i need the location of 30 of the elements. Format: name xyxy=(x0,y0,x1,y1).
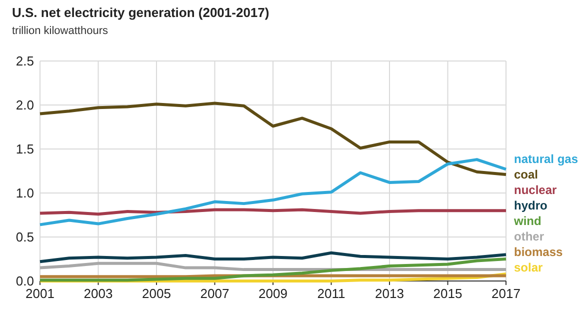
series-label: natural gas xyxy=(514,152,578,166)
x-tick-label: 2015 xyxy=(433,286,462,301)
y-tick-label: 2.0 xyxy=(16,98,34,113)
y-tick-label: 0.5 xyxy=(16,230,34,245)
y-tick-label: 2.5 xyxy=(16,54,34,69)
y-axis-title: trillion kilowatthours xyxy=(12,25,108,37)
text: hydro xyxy=(514,198,548,212)
line-series xyxy=(38,258,508,282)
series-label: nuclear xyxy=(514,183,558,197)
series-label: coal xyxy=(514,168,538,182)
chart-title: U.S. net electricity generation (2001-2017) xyxy=(12,5,270,20)
series-label: biomass xyxy=(514,245,564,259)
y-tick-label: 1.0 xyxy=(16,186,34,201)
y-tick-label: 1.5 xyxy=(16,142,34,157)
x-tick-label: 2011 xyxy=(317,286,346,301)
x-tick-label: 2013 xyxy=(375,286,404,301)
line-series xyxy=(38,102,508,176)
text: other xyxy=(514,230,544,244)
x-tick-label: 2001 xyxy=(26,286,54,301)
x-tick-label: 2003 xyxy=(84,286,113,301)
x-tick-label: 2005 xyxy=(142,286,171,301)
x-tick-label: 2007 xyxy=(200,286,230,301)
line-series xyxy=(38,251,508,264)
x-tick-label: 2009 xyxy=(258,286,288,301)
text: wind xyxy=(513,214,542,228)
x-tick-label: 2017 xyxy=(492,286,520,301)
y-tick-label: 0.0 xyxy=(16,274,34,289)
series-label: solar xyxy=(514,260,544,274)
line-series xyxy=(38,262,508,272)
line-series xyxy=(38,158,508,226)
